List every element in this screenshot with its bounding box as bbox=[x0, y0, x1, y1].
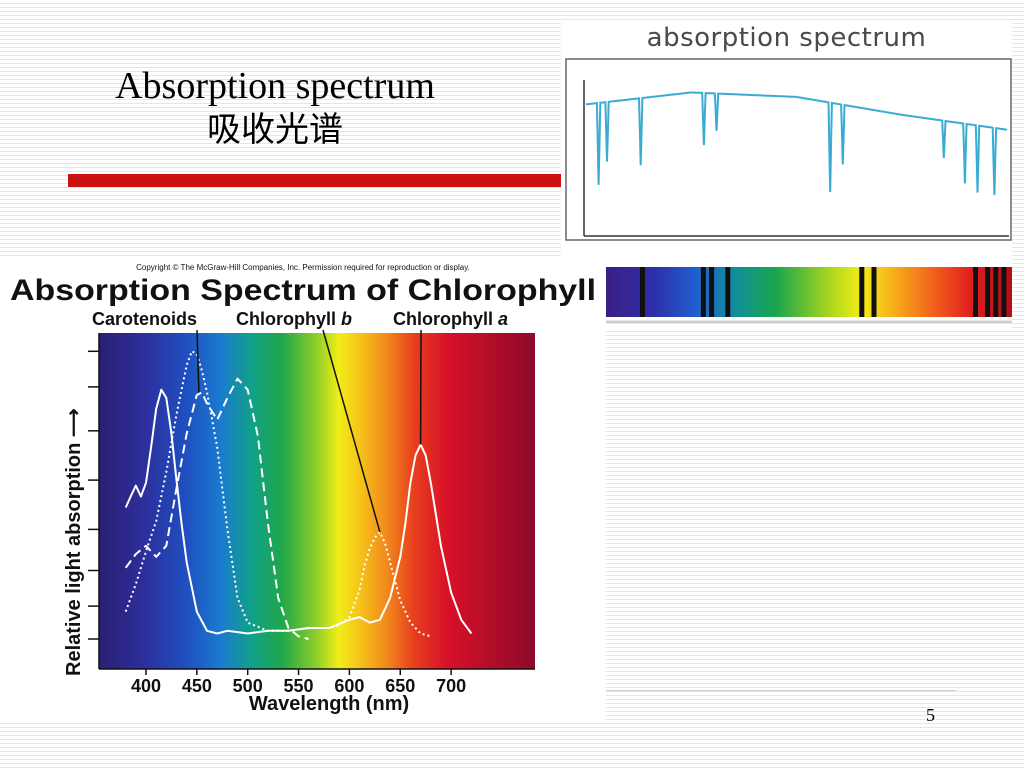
x-tick-label: 650 bbox=[385, 676, 415, 696]
page-number: 5 bbox=[926, 705, 935, 725]
spectrum-dark-line-7 bbox=[973, 267, 978, 317]
visible-spectrum-background bbox=[99, 333, 535, 669]
red-divider bbox=[68, 174, 562, 187]
label-chlorophyll-a-letter: a bbox=[498, 309, 508, 329]
slide-title: Absorption spectrum 吸收光谱 bbox=[60, 64, 490, 152]
spectrum-dark-line-2 bbox=[700, 267, 706, 317]
spectrum-dark-line-6 bbox=[871, 267, 877, 317]
x-tick-label: 550 bbox=[284, 676, 314, 696]
spectrum-dark-line-5 bbox=[859, 267, 865, 317]
spectrum-dark-line-3 bbox=[709, 267, 715, 317]
label-chlorophyll-b-letter: b bbox=[341, 309, 352, 329]
absorption-spectrum-panel: absorption spectrum bbox=[561, 22, 1012, 331]
x-tick-label: 500 bbox=[233, 676, 263, 696]
y-axis-title: Relative light absorption ⟶ bbox=[63, 408, 85, 676]
chlorophyll-absorption-figure: Copyright © The McGraw-Hill Companies, I… bbox=[0, 258, 606, 720]
slide-title-chinese: 吸收光谱 bbox=[207, 110, 343, 150]
label-chlorophyll-b: Chlorophyll b bbox=[236, 309, 352, 329]
absorption-spectrum-title: absorption spectrum bbox=[646, 23, 927, 53]
label-chlorophyll-a-name: Chlorophyll bbox=[393, 309, 493, 329]
copyright-notice: Copyright © The McGraw-Hill Companies, I… bbox=[136, 263, 470, 272]
absorption-spectrum-line bbox=[585, 91, 1008, 196]
spectrum-color-strip bbox=[606, 267, 1012, 317]
chlorophyll-chart-title: Absorption Spectrum of Chlorophyll bbox=[10, 274, 596, 307]
absorption-spectrum-chart bbox=[565, 58, 1012, 324]
x-tick-label: 600 bbox=[334, 676, 364, 696]
leader-carotenoids bbox=[196, 329, 200, 393]
x-tick-label: 700 bbox=[436, 676, 466, 696]
spectrum-dark-line-4 bbox=[725, 267, 731, 317]
x-tick-label: 450 bbox=[182, 676, 212, 696]
label-carotenoids: Carotenoids bbox=[92, 309, 197, 329]
curve-carotenoids bbox=[124, 377, 309, 640]
leader-chlorophyll-b bbox=[322, 329, 381, 533]
spectrum-dark-line-1 bbox=[640, 267, 645, 317]
x-axis-title: Wavelength (nm) bbox=[249, 693, 409, 715]
spectrum-dark-line-8 bbox=[985, 267, 991, 317]
chlorophyll-absorption-chart: Copyright © The McGraw-Hill Companies, I… bbox=[10, 263, 596, 715]
label-chlorophyll-a: Chlorophyll a bbox=[393, 309, 508, 329]
label-chlorophyll-b-name: Chlorophyll bbox=[236, 309, 336, 329]
spectrum-dark-line-9 bbox=[993, 267, 999, 317]
x-tick-label: 400 bbox=[131, 676, 161, 696]
slide-title-english: Absorption spectrum bbox=[115, 65, 435, 107]
y-axis-title-text: Relative light absorption bbox=[63, 443, 85, 676]
curve-chlorophyll-b bbox=[124, 350, 432, 638]
footer-divider bbox=[606, 690, 956, 691]
spectrum-dark-line-10 bbox=[1001, 267, 1007, 317]
